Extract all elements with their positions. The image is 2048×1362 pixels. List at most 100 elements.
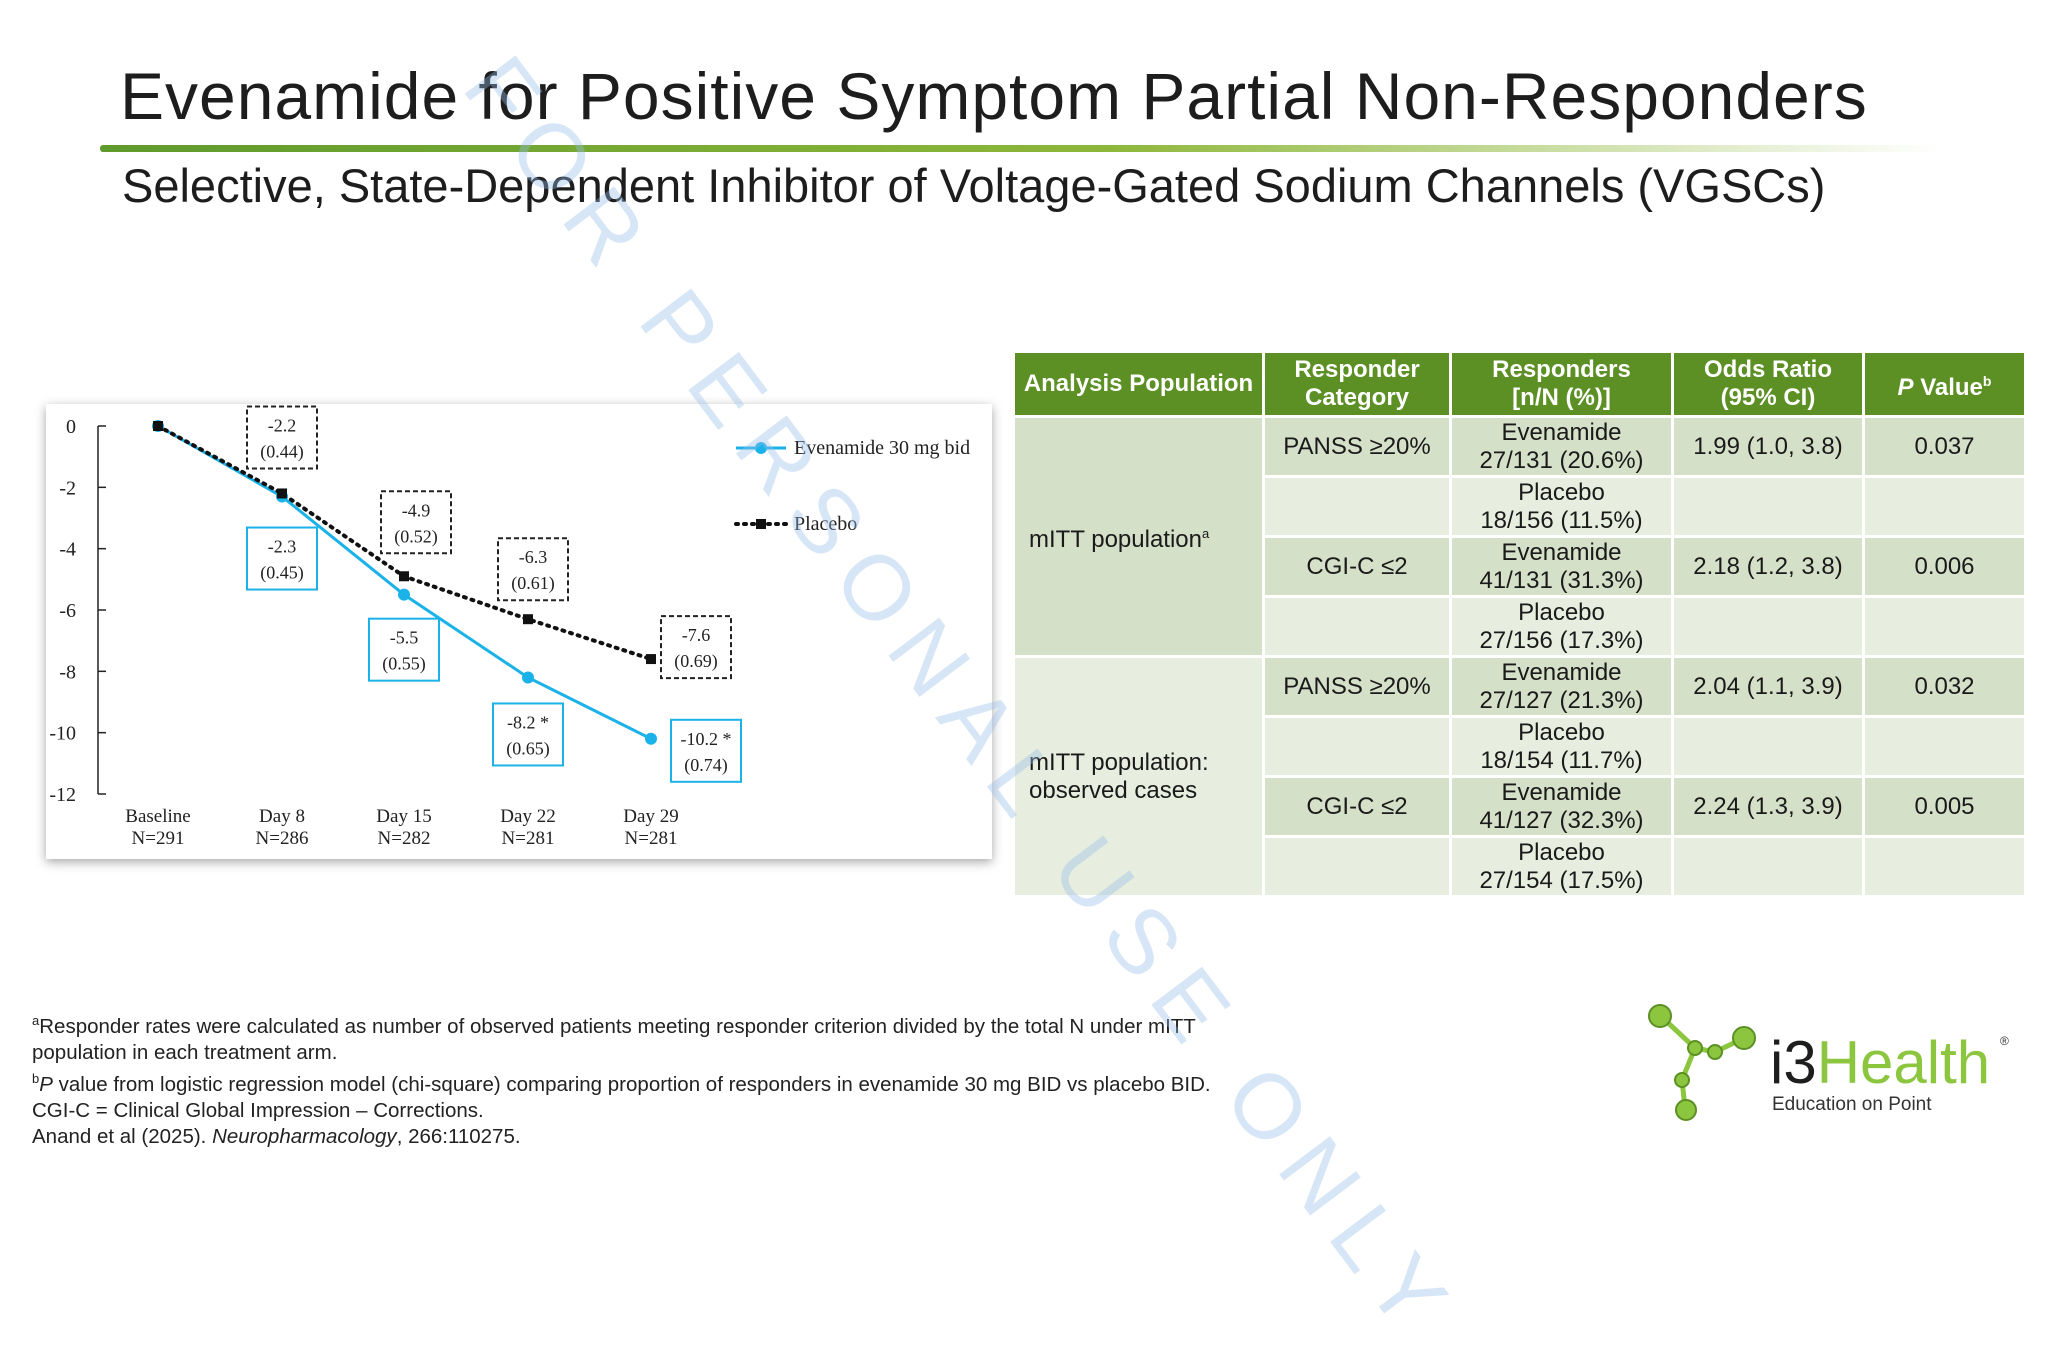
header-responders-line1: Responders (1492, 356, 1631, 383)
table-row: mITT populationa PANSS ≥20% Evenamide 27/… (1012, 415, 2027, 658)
p-value-cell (1862, 835, 2027, 898)
responders-cell: Evenamide 41/131 (31.3%) (1449, 535, 1674, 598)
arm-label: Placebo (1518, 598, 1605, 626)
footnote-a: aResponder rates were calculated as numb… (32, 1008, 1211, 1040)
header-p-rest: Value (1913, 373, 1983, 401)
category-cell: PANSS ≥20% (1262, 655, 1452, 718)
arm-label: Evenamide (1501, 658, 1622, 686)
y-tick-label: -6 (59, 600, 76, 622)
p-value-cell (1862, 475, 2027, 538)
footnote-cgi: CGI-C = Clinical Global Impression – Cor… (32, 1098, 484, 1122)
legend-label-placebo: Placebo (794, 513, 857, 535)
data-point-placebo (646, 654, 656, 665)
population-label: mITT population (1029, 525, 1202, 553)
legend-label-evenamide: Evenamide 30 mg bid (794, 437, 970, 459)
data-point-placebo (523, 614, 533, 625)
data-label-evenamide-value: -8.2 * (507, 712, 549, 732)
category-cell (1262, 475, 1452, 538)
responders-cell: Evenamide 41/127 (32.3%) (1449, 775, 1674, 838)
y-tick-label: -12 (49, 784, 76, 806)
data-label-placebo-se: (0.61) (511, 573, 555, 594)
footnote-b: bP value from logistic regression model … (32, 1066, 1211, 1098)
journal-name: Neuropharmacology (212, 1124, 397, 1148)
header-p-sup: b (1982, 372, 1992, 389)
registered-mark: ® (2000, 1034, 2009, 1048)
data-point-evenamide (522, 671, 534, 684)
table-row: Placebo 18/154 (11.7%) (1014, 715, 2027, 778)
arm-label: Placebo (1518, 718, 1605, 746)
category-cell: CGI-C ≤2 (1262, 775, 1452, 838)
data-point-evenamide (645, 732, 657, 745)
p-value-cell (1862, 715, 2027, 778)
header-responders: Responders [n/N (%)] (1449, 350, 1674, 418)
table-row: mITT population: observed cases PANSS ≥2… (1012, 655, 2027, 898)
population-label: mITT population: (1029, 748, 1209, 776)
responders-cell: Placebo 27/154 (17.5%) (1449, 835, 1674, 898)
responders-cell: Placebo 27/156 (17.3%) (1449, 595, 1674, 658)
legend-marker-placebo (756, 519, 766, 529)
data-label-evenamide-box (368, 617, 440, 682)
table-row: Placebo 18/156 (11.5%) (1014, 475, 2027, 538)
category-cell: PANSS ≥20% (1262, 415, 1452, 478)
y-tick-label: -10 (49, 723, 76, 745)
x-tick-n-label: N=282 (378, 828, 431, 849)
footnotes: aResponder rates were calculated as numb… (32, 1008, 1211, 1150)
population-label-2: observed cases (1029, 776, 1198, 804)
data-point-evenamide (398, 588, 410, 601)
p-value-cell: 0.006 (1862, 535, 2027, 598)
data-label-evenamide-se: (0.45) (260, 563, 304, 584)
category-cell (1262, 835, 1452, 898)
x-tick-n-label: N=286 (256, 828, 309, 849)
responders-cell: Placebo 18/156 (11.5%) (1449, 475, 1674, 538)
data-label-evenamide-box (246, 526, 318, 591)
header-p-value: P Valueb (1862, 350, 2027, 418)
population-cell-mitt: mITT populationa (1012, 415, 1265, 658)
footnote-reference: Anand et al (2025). Neuropharmacology, 2… (32, 1124, 521, 1148)
results-table: Analysis Population Responder Category R… (1012, 350, 2027, 898)
x-tick-n-label: N=281 (502, 828, 555, 849)
data-label-placebo-se: (0.69) (674, 651, 718, 672)
category-cell: CGI-C ≤2 (1262, 535, 1452, 598)
header-responders-line2: [n/N (%)] (1512, 384, 1611, 411)
x-tick-n-label: N=291 (132, 828, 185, 849)
x-tick-label: Day 29 (623, 806, 678, 827)
title-divider (100, 145, 1940, 152)
odds-ratio-cell: 1.99 (1.0, 3.8) (1671, 415, 1865, 478)
responders-value: 27/131 (20.6%) (1479, 446, 1644, 474)
header-responder-category: Responder Category (1262, 350, 1452, 418)
y-tick-label: -8 (59, 661, 76, 683)
odds-ratio-cell: 2.24 (1.3, 3.9) (1671, 775, 1865, 838)
header-analysis-population: Analysis Population (1012, 350, 1265, 418)
data-label-evenamide-se: (0.55) (382, 654, 426, 675)
responders-value: 27/154 (17.5%) (1479, 866, 1644, 894)
arm-label: Placebo (1518, 838, 1605, 866)
odds-ratio-cell: 2.18 (1.2, 3.8) (1671, 535, 1865, 598)
category-cell (1262, 595, 1452, 658)
header-or-line2: (95% CI) (1720, 384, 1816, 411)
data-label-evenamide-box (670, 718, 742, 783)
x-tick-n-label: N=281 (625, 828, 678, 849)
legend-marker-evenamide (755, 442, 767, 454)
odds-ratio-cell (1671, 715, 1865, 778)
data-label-placebo-se: (0.44) (260, 441, 304, 462)
arm-label: Evenamide (1501, 778, 1622, 806)
y-tick-label: -2 (59, 477, 76, 499)
arm-label: Placebo (1518, 478, 1605, 506)
responders-value: 18/154 (11.7%) (1480, 746, 1643, 774)
p-value-cell: 0.037 (1862, 415, 2027, 478)
data-label-placebo-box (660, 615, 732, 680)
odds-ratio-cell: 2.04 (1.1, 3.9) (1671, 655, 1865, 718)
series-line-evenamide (157, 424, 652, 741)
p-value-cell: 0.032 (1862, 655, 2027, 718)
data-label-evenamide-value: -5.5 (390, 628, 419, 648)
table-row: Placebo 27/156 (17.3%) (1014, 595, 2027, 658)
p-value-cell: 0.005 (1862, 775, 2027, 838)
responders-cell: Evenamide 27/127 (21.3%) (1449, 655, 1674, 718)
footnote-a-cont: population in each treatment arm. (32, 1040, 338, 1064)
molecule-network-icon (1648, 1004, 1756, 1121)
brand-logo: i3Health (1770, 1028, 1990, 1097)
slide-subtitle: Selective, State-Dependent Inhibitor of … (122, 159, 1826, 212)
data-label-placebo-box (380, 490, 452, 555)
arm-label: Evenamide (1501, 418, 1622, 446)
odds-ratio-cell (1671, 835, 1865, 898)
